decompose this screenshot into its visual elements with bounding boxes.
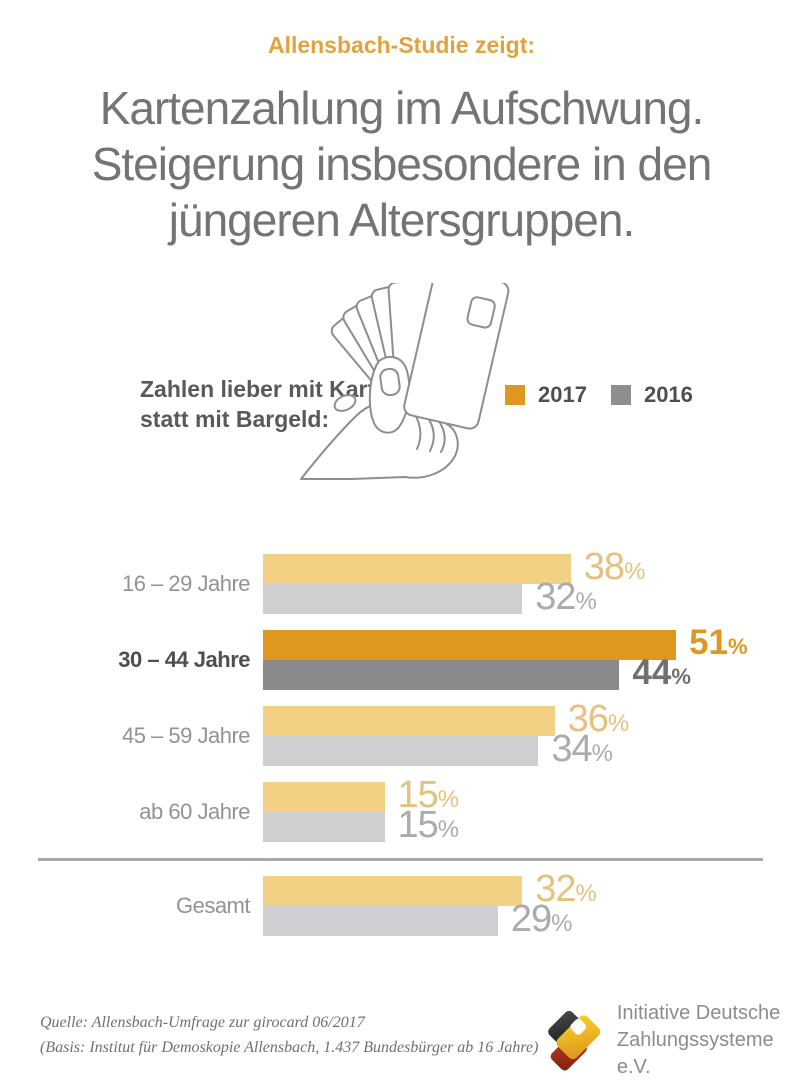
bar-2017-gesamt [263,876,523,906]
value-label-2017-gesamt: 32% [535,867,597,910]
organization-logo: Initiative Deutsche Zahlungssysteme e.V. [546,1000,803,1081]
bar-pair: 15% 15% [263,773,803,846]
value-label-2016-30-44-jahre: 44% [632,653,691,692]
bar-pair: 38% 32% [263,545,803,618]
category-label: 45 – 59 Jahre [121,723,251,748]
title-line-2: Steigerung insbesondere in den [91,138,713,190]
bar-row-2016: 44% [263,653,803,692]
category-label: ab 60 Jahre [139,799,250,824]
bar-row-2017: 15% [263,773,803,816]
legend-label-2016: 2016 [643,382,693,407]
bar-2017-30-44-jahre [263,630,677,660]
kicker-text: Allensbach-Studie zeigt: [267,32,536,58]
legend-item-2016: 2016 [610,382,693,408]
category-label: 16 – 29 Jahre [121,571,251,596]
bar-group-ab-60-jahre: ab 60 Jahre 15% 15% [0,773,803,846]
bar-2016-16-29-jahre [263,584,523,614]
legend-label-2017: 2017 [538,382,587,407]
title-line-3: jüngeren Altersgruppen. [168,194,635,246]
legend-swatch-2017-icon [505,385,525,405]
bar-row-2017: 51% [263,623,803,662]
value-label-2016-gesamt: 29% [510,897,573,940]
value-label-2017-30-44-jahre: 51% [689,623,748,662]
bar-2017-45-59-jahre [263,706,555,736]
bar-row-2017: 38% [263,545,803,588]
logo-cards-icon [548,1010,601,1071]
bar-row-2017: 32% [263,867,803,910]
page-title: Kartenzahlung im Aufschwung. Steigerung … [0,80,803,248]
bar-row-2016: 29% [263,897,803,940]
bar-pair: 36% 34% [263,697,803,770]
logo-text-line-2: Zahlungssysteme e.V. [616,1029,774,1078]
category-label: Gesamt [175,893,251,918]
logo-text-line-1: Initiative Deutsche [616,1002,781,1024]
source-line-2: (Basis: Institut für Demoskopie Allensba… [40,1039,539,1056]
category-label: 30 – 44 Jahre [118,647,250,672]
bar-group-45-59-jahre: 45 – 59 Jahre 36% 34% [0,697,803,770]
chart-legend: 2017 2016 [505,382,693,408]
value-label-2016-ab-60-jahre: 15% [397,803,460,846]
bar-2017-16-29-jahre [263,554,571,584]
bar-2016-gesamt [263,906,498,936]
question-label: Zahlen lieber mit Karte statt mit Bargel… [140,374,388,434]
bar-row-2016: 32% [263,575,803,618]
legend-item-2017: 2017 [505,382,587,408]
bar-group-16-29-jahre: 16 – 29 Jahre 38% 32% [0,545,803,618]
bar-2016-45-59-jahre [263,736,539,766]
bar-pair: 32% 29% [263,867,803,940]
value-label-2016-16-29-jahre: 32% [535,575,597,618]
hand-holding-cards-icon [300,283,510,480]
bar-group-30-44-jahre: 30 – 44 Jahre 51% 44% [0,623,803,692]
bar-pair: 51% 44% [263,623,803,692]
total-separator-line [38,858,763,861]
bar-row-2016: 34% [263,727,803,770]
value-label-2017-16-29-jahre: 38% [583,545,646,588]
question-line-2: statt mit Bargeld: [140,406,330,432]
legend-swatch-2016-icon [610,385,631,405]
bar-2017-ab-60-jahre [263,782,385,812]
value-label-2017-ab-60-jahre: 15% [397,773,460,816]
source-note: Quelle: Allensbach-Umfrage zur girocard … [40,1010,538,1060]
source-line-1: Quelle: Allensbach-Umfrage zur girocard … [40,1014,365,1031]
title-line-1: Kartenzahlung im Aufschwung. [99,82,705,134]
bar-2016-ab-60-jahre [263,812,385,842]
grouped-bar-chart: 16 – 29 Jahre 38% 32% 30 – 44 Jahre 51% 44% 45… [0,545,803,952]
bar-row-2017: 36% [263,697,803,740]
value-label-2017-45-59-jahre: 36% [567,697,630,740]
bar-2016-30-44-jahre [263,660,620,690]
bar-group-gesamt: Gesamt 32% 29% [0,867,803,940]
value-label-2016-45-59-jahre: 34% [551,727,613,770]
bar-row-2016: 15% [263,803,803,846]
logo-text: Initiative Deutsche Zahlungssysteme e.V. [617,1000,803,1081]
